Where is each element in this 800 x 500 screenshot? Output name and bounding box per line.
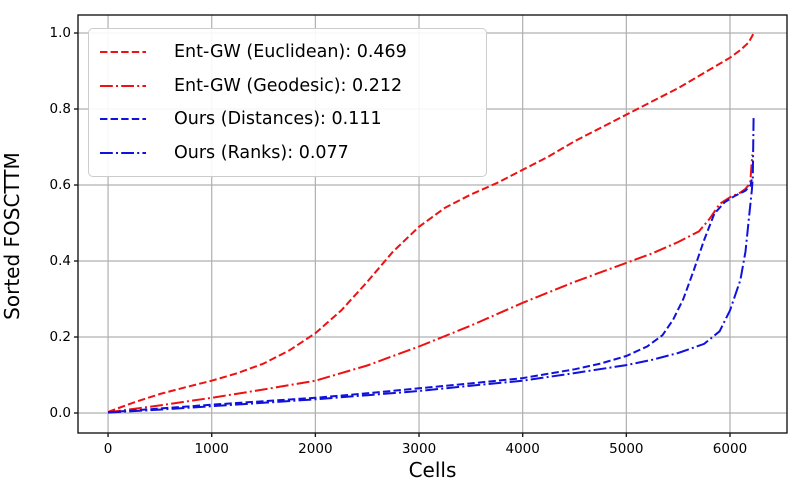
x-axis-label: Cells: [408, 458, 457, 482]
y-tick-label: 0.0: [49, 405, 71, 421]
dashdot-red-line-icon: [100, 84, 146, 87]
dashdot-blue-line-icon: [100, 152, 146, 155]
legend-item-ent-gw-geodesic: Ent-GW (Geodesic): 0.212: [97, 69, 478, 103]
y-tick-label: 0.6: [49, 177, 71, 193]
x-tick-label: 2000: [298, 441, 333, 457]
y-tick-label: 0.4: [49, 253, 71, 269]
legend-item-ours-distances: Ours (Distances): 0.111: [97, 103, 478, 137]
series-curve-1: [107, 154, 754, 414]
legend-label: Ours (Ranks): 0.077: [174, 143, 349, 164]
legend-item-ours-ranks: Ours (Ranks): 0.077: [97, 136, 478, 170]
series-curve-0: [107, 32, 755, 413]
y-axis-label: Sorted FOSCTTM: [0, 152, 24, 320]
y-tick-label: 1.0: [49, 25, 71, 41]
y-tick-label: 0.2: [49, 329, 71, 345]
dashed-red-line-icon: [100, 50, 146, 53]
legend-label: Ent-GW (Geodesic): 0.212: [174, 75, 403, 96]
dashed-blue-line-icon: [100, 118, 146, 121]
y-tick-label: 0.8: [49, 101, 71, 117]
x-tick-label: 6000: [712, 441, 748, 457]
series-curve-3: [108, 116, 755, 414]
legend-label: Ours (Distances): 0.111: [174, 109, 382, 130]
legend-label: Ent-GW (Euclidean): 0.469: [174, 41, 407, 62]
x-tick-label: 1000: [194, 441, 229, 457]
legend-item-ent-gw-euclidean: Ent-GW (Euclidean): 0.469: [97, 35, 478, 69]
x-tick-label: 3000: [401, 441, 437, 457]
legend: Ent-GW (Euclidean): 0.469 Ent-GW (Geodes…: [88, 28, 487, 177]
series-curve-2: [108, 179, 753, 414]
x-tick-label: 4000: [505, 441, 540, 457]
plot-frame: [77, 14, 788, 434]
x-tick-label: 5000: [609, 441, 644, 457]
x-tick-label: 0: [103, 441, 113, 457]
